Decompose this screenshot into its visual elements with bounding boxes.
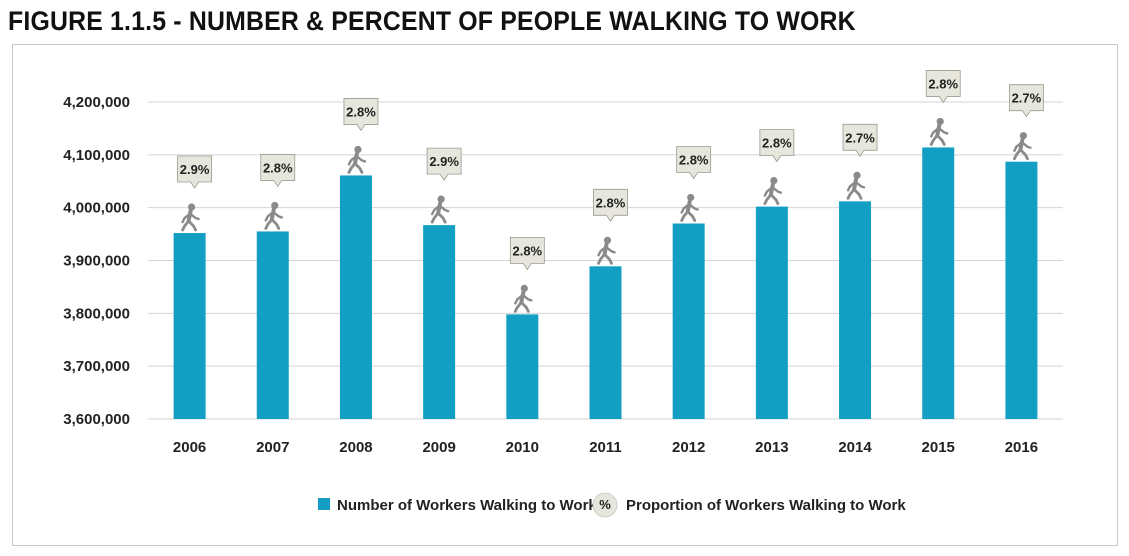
bar-2008 bbox=[339, 175, 372, 419]
percent-label: 2.8% bbox=[762, 136, 792, 151]
percent-callout bbox=[759, 129, 795, 163]
bar-2014 bbox=[839, 201, 872, 419]
walker-icon bbox=[929, 117, 949, 146]
x-tick-label: 2006 bbox=[173, 439, 206, 456]
percent-callout bbox=[343, 98, 379, 132]
percent-callout bbox=[676, 146, 712, 180]
walker-icon bbox=[347, 145, 367, 174]
walker-icon bbox=[513, 284, 533, 313]
percent-label: 2.8% bbox=[928, 76, 958, 91]
x-tick-label: 2011 bbox=[589, 439, 622, 456]
walker-icon bbox=[763, 177, 783, 206]
x-tick-label: 2010 bbox=[506, 439, 539, 456]
percent-callout bbox=[593, 188, 628, 223]
y-tick-label: 3,900,000 bbox=[63, 253, 130, 270]
percent-label: 2.9% bbox=[180, 162, 210, 177]
x-tick-label: 2009 bbox=[422, 439, 455, 456]
percent-callout bbox=[1009, 84, 1044, 118]
bar-2015 bbox=[922, 147, 955, 420]
x-tick-label: 2012 bbox=[672, 439, 705, 456]
bar-2011 bbox=[589, 266, 622, 419]
percent-label: 2.7% bbox=[845, 130, 875, 145]
walker-icon bbox=[680, 193, 699, 222]
x-tick-label: 2016 bbox=[1005, 439, 1038, 456]
x-tick-label: 2014 bbox=[838, 439, 872, 456]
percent-label: 2.8% bbox=[346, 104, 376, 119]
legend-label-number: Number of Workers Walking to Work bbox=[337, 497, 597, 514]
x-tick-label: 2008 bbox=[339, 439, 372, 456]
y-tick-label: 3,700,000 bbox=[63, 358, 130, 375]
y-tick-label: 3,600,000 bbox=[63, 411, 130, 428]
chart-frame bbox=[12, 44, 1118, 546]
legend-percent-marker: % bbox=[599, 497, 611, 512]
percent-callout bbox=[260, 154, 296, 188]
legend: Number of Workers Walking to Work% Propor… bbox=[318, 492, 906, 518]
percent-callout bbox=[842, 123, 878, 158]
bar-2009 bbox=[423, 225, 456, 419]
walker-icon bbox=[597, 236, 616, 265]
y-tick-label: 4,200,000 bbox=[63, 94, 130, 111]
bar-2010 bbox=[506, 314, 539, 419]
x-tick-label: 2015 bbox=[922, 439, 955, 456]
bar-2007 bbox=[256, 231, 289, 419]
walker-icon bbox=[181, 203, 200, 232]
x-tick-label: 2007 bbox=[256, 439, 289, 456]
bar-2012 bbox=[672, 223, 705, 419]
walker-icon bbox=[1013, 132, 1032, 161]
bar-2013 bbox=[755, 206, 788, 419]
percent-callout bbox=[177, 155, 212, 189]
x-tick-label: 2013 bbox=[755, 439, 788, 456]
percent-label: 2.9% bbox=[429, 154, 459, 169]
legend-percent-swatch bbox=[592, 492, 618, 518]
walker-icon bbox=[430, 195, 450, 224]
percent-callout bbox=[426, 147, 462, 181]
bar-2016 bbox=[1005, 161, 1038, 419]
y-tick-label: 4,000,000 bbox=[63, 200, 130, 217]
percent-callout bbox=[509, 236, 545, 271]
percent-callout bbox=[925, 70, 961, 104]
walker-icon bbox=[264, 201, 283, 230]
figure-title: FIGURE 1.1.5 - NUMBER & PERCENT OF PEOPL… bbox=[8, 6, 856, 36]
percent-label: 2.8% bbox=[512, 243, 542, 258]
y-tick-label: 4,100,000 bbox=[63, 147, 130, 164]
percent-label: 2.8% bbox=[596, 195, 626, 210]
y-tick-label: 3,800,000 bbox=[63, 305, 130, 322]
legend-label-proportion: Proportion of Workers Walking to Work bbox=[626, 497, 906, 514]
bar-2006 bbox=[173, 233, 206, 419]
percent-label: 2.8% bbox=[263, 160, 293, 175]
percent-label: 2.8% bbox=[679, 153, 709, 168]
walker-icon bbox=[846, 171, 866, 200]
legend-bar-swatch bbox=[318, 498, 330, 510]
percent-label: 2.7% bbox=[1012, 91, 1042, 106]
